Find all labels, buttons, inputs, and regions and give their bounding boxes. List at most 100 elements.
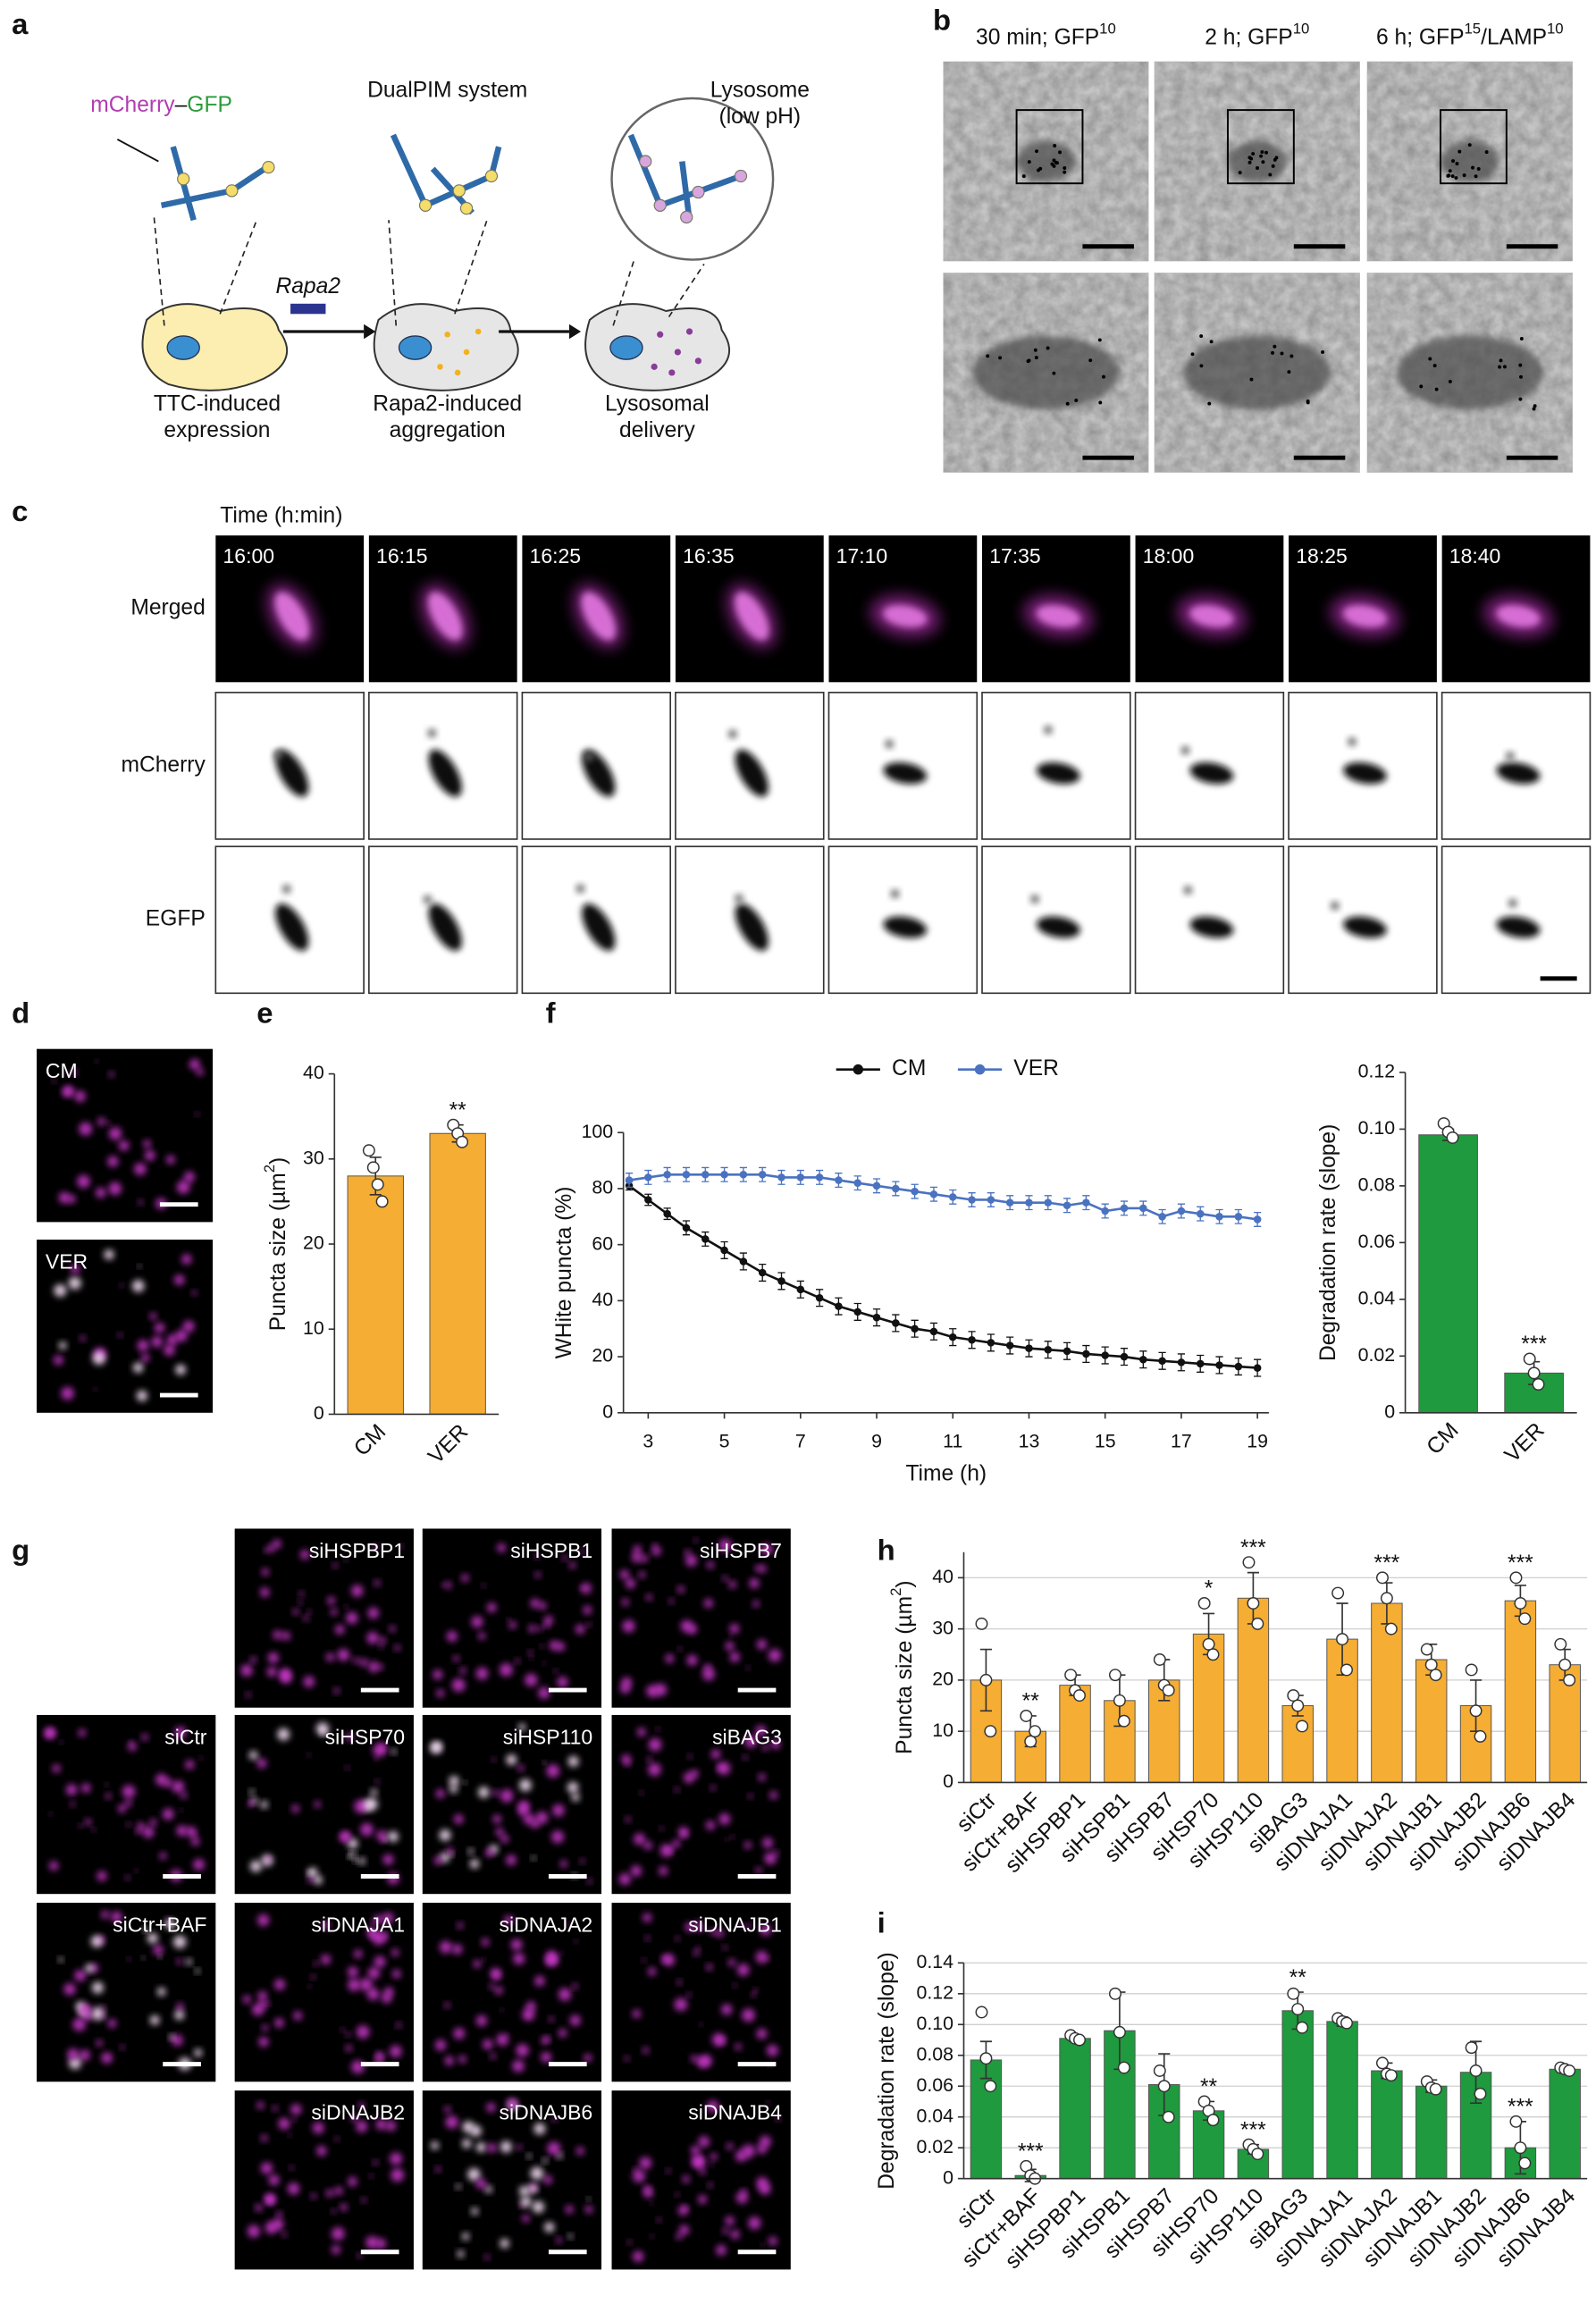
- time-label: 16:25: [530, 544, 581, 568]
- puncta: [281, 1631, 290, 1641]
- gold-particle: [1419, 384, 1424, 389]
- puncta: [758, 1564, 767, 1573]
- data-point: [975, 2005, 988, 2019]
- data-point: [1384, 2069, 1398, 2082]
- text-part: ): [892, 1580, 916, 1587]
- data-point: [1375, 2056, 1389, 2070]
- puncta: [565, 1921, 570, 1927]
- puncta: [250, 1656, 256, 1663]
- image-label: VER: [46, 1249, 88, 1273]
- puncta: [567, 1781, 579, 1794]
- puncta: [1180, 745, 1190, 755]
- puncta: [584, 2205, 593, 2214]
- puncta: [430, 2141, 440, 2150]
- puncta: [1505, 751, 1515, 761]
- aggregate-halo: [573, 584, 624, 649]
- puncta: [58, 1957, 63, 1963]
- data-point: [1296, 2021, 1309, 2034]
- puncta: [534, 1571, 542, 1578]
- puncta: [716, 2245, 727, 2256]
- aggregate: [428, 749, 462, 797]
- puncta: [346, 1733, 354, 1741]
- y-tick-label: 0.10: [916, 2013, 953, 2034]
- data-point: [853, 1179, 861, 1187]
- data-point: [1554, 1637, 1567, 1651]
- puncta: [639, 1791, 643, 1795]
- data-point: [1336, 1633, 1349, 1646]
- data-point: [1429, 1669, 1442, 1682]
- puncta: [332, 2227, 345, 2241]
- puncta: [675, 1787, 680, 1793]
- x-tick-label: CM: [349, 1420, 391, 1461]
- significance: ***: [1521, 1333, 1547, 1357]
- puncta: [433, 1856, 442, 1865]
- puncta: [643, 2047, 650, 2054]
- puncta: [92, 1351, 105, 1366]
- puncta: [79, 1122, 93, 1136]
- panel-letter: i: [878, 1905, 886, 1938]
- puncta: [58, 1341, 67, 1350]
- puncta: [171, 2034, 183, 2047]
- puncta: [691, 2055, 699, 2063]
- em-structure: [972, 335, 1120, 409]
- time-label: 16:35: [683, 544, 734, 568]
- significance: ***: [1508, 2096, 1533, 2120]
- puncta: [125, 1875, 130, 1880]
- drug-label: Rapa2: [275, 274, 340, 299]
- text-part: 2 h; GFP: [1205, 25, 1292, 49]
- puncta: [322, 1921, 331, 1930]
- puncta: [693, 1538, 699, 1543]
- puncta: [444, 1581, 452, 1589]
- data-point: [1153, 1653, 1166, 1666]
- puncta: [625, 1816, 631, 1822]
- puncta: [478, 1632, 486, 1640]
- gold-particle: [1247, 160, 1252, 164]
- puncta: [500, 1789, 514, 1803]
- puncta: [78, 1728, 86, 1737]
- y-tick-label: 30: [932, 1617, 953, 1638]
- data-point: [1044, 1198, 1053, 1207]
- gold-particle: [1447, 173, 1451, 178]
- aggregate-halo: [1330, 594, 1400, 638]
- puncta: [551, 2116, 558, 2123]
- puncta: [722, 1945, 727, 1950]
- puncta: [391, 1948, 399, 1957]
- gold-particle: [1034, 356, 1038, 360]
- puncta: [625, 1578, 635, 1589]
- puncta: [263, 1549, 268, 1553]
- data-point: [892, 1319, 900, 1327]
- significance: ***: [1240, 2118, 1266, 2142]
- puncta: [391, 1748, 397, 1754]
- puncta: [172, 1935, 187, 1948]
- puncta: [96, 2039, 103, 2047]
- puncta: [643, 1913, 652, 1922]
- puncta: [394, 1644, 400, 1652]
- puncta: [513, 1953, 525, 1965]
- puncta: [457, 1922, 464, 1929]
- data-point: [1287, 1987, 1300, 2000]
- puncta: [273, 1630, 282, 1640]
- puncta: [444, 2002, 450, 2008]
- puncta: [288, 2133, 292, 2138]
- gold-particle: [1261, 160, 1265, 164]
- data-point: [1005, 1341, 1014, 1350]
- puncta: [744, 1735, 757, 1748]
- aggregate-halo: [1023, 594, 1094, 638]
- x-tick-label: 11: [943, 1430, 962, 1451]
- aggregate: [582, 749, 616, 797]
- row-label: Merged: [130, 596, 205, 620]
- data-point: [987, 1196, 995, 1204]
- puncta: [138, 1265, 142, 1268]
- puncta: [183, 1171, 195, 1183]
- gold-particle: [1462, 173, 1466, 178]
- puncta: [347, 1966, 358, 1978]
- puncta: [755, 1867, 762, 1874]
- gold-particle: [1026, 359, 1030, 364]
- puncta: [366, 1927, 376, 1938]
- gold-particle: [1271, 164, 1275, 168]
- puncta: [265, 2221, 278, 2234]
- image-label: siCtr+BAF: [113, 1913, 206, 1936]
- puncta: [52, 1079, 56, 1083]
- puncta: [528, 1625, 536, 1633]
- puncta: [314, 1801, 321, 1808]
